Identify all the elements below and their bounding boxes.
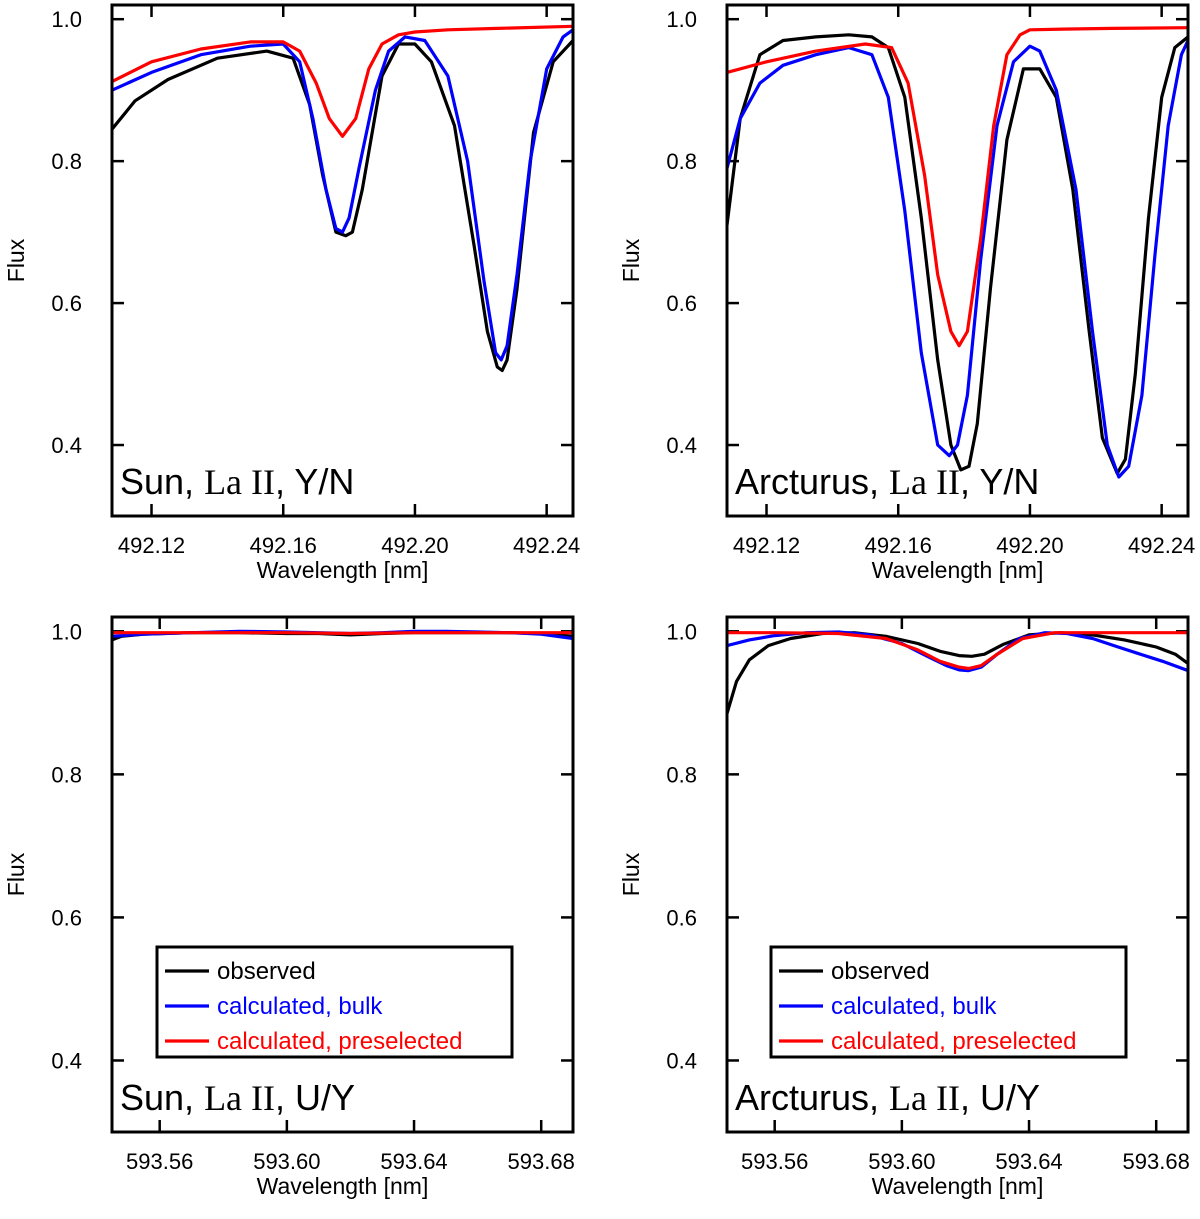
y-tick-label: 0.6 — [51, 291, 82, 316]
chart-panel-sun-la-uy: 593.56 593.60 593.64 593.68 0.4 0.6 0.8 1.0 Wave… — [3, 615, 575, 1199]
panel-label-flag: , U/Y — [275, 1077, 355, 1118]
panel-label-star: Arcturus, — [735, 461, 889, 502]
series-group — [112, 629, 573, 642]
series-calculated-preselected-line — [727, 26, 1188, 348]
x-tick-label: 593.68 — [508, 1149, 575, 1174]
series-calculated-preselected-line — [727, 631, 1188, 671]
chart-panel-arcturus-la-yn: 492.12 492.16 492.20 492.24 0.4 0.6 0.8 1.0 Wave… — [618, 3, 1195, 583]
y-tick-label: 0.8 — [51, 762, 82, 787]
series-group — [112, 24, 573, 373]
plot-frame — [725, 3, 1190, 518]
legend-entry: observed — [217, 958, 316, 985]
legend-entry: calculated, preselected — [831, 1028, 1076, 1055]
panel-label-flag: , Y/N — [960, 461, 1039, 502]
chart-panel-arcturus-la-uy: 593.56 593.60 593.64 593.68 0.4 0.6 0.8 1.0 Wave… — [618, 615, 1190, 1199]
legend-box — [155, 945, 514, 1059]
legend-entry: calculated, bulk — [217, 993, 383, 1020]
series-calculated-preselected-line — [112, 24, 573, 138]
series-observed-line — [727, 33, 1188, 475]
series-observed-line — [112, 38, 573, 373]
y-tick-label: 1.0 — [51, 7, 82, 32]
x-tick-label: 593.56 — [126, 1149, 193, 1174]
panel-label: Sun, La II, U/Y — [120, 1077, 355, 1118]
panel-label-flag: , Y/N — [275, 461, 354, 502]
x-tick-label: 492.20 — [381, 533, 448, 558]
x-axis-title: Wavelength [nm] — [872, 557, 1044, 583]
plot-frame — [725, 615, 1190, 1134]
y-axis-title: Flux — [618, 238, 644, 282]
x-tick-label: 593.60 — [253, 1149, 320, 1174]
x-tick-label: 492.24 — [513, 533, 580, 558]
panel-label: Sun, La II, Y/N — [120, 461, 354, 502]
panel-label-ion: La II — [889, 1078, 960, 1118]
y-tick-label: 0.4 — [666, 1048, 697, 1073]
series-calculated-bulk-line — [112, 28, 573, 362]
series-calculated-preselected-line — [112, 631, 573, 636]
x-axis-title: Wavelength [nm] — [257, 1173, 429, 1199]
y-tick-label: 0.8 — [666, 149, 697, 174]
panel-label-ion: La II — [889, 462, 960, 502]
x-tick-label: 492.16 — [250, 533, 317, 558]
x-axis-title: Wavelength [nm] — [872, 1173, 1044, 1199]
y-tick-label: 0.6 — [51, 905, 82, 930]
x-axis-title: Wavelength [nm] — [257, 557, 429, 583]
panel-label-ion: La II — [204, 462, 275, 502]
y-tick-label: 0.6 — [666, 291, 697, 316]
legend-entry: observed — [831, 958, 930, 985]
x-tick-label: 492.20 — [996, 533, 1063, 558]
series-group — [727, 26, 1188, 479]
y-tick-label: 0.8 — [51, 149, 82, 174]
x-tick-label: 593.68 — [1123, 1149, 1190, 1174]
legend: observed calculated, bulk calculated, pres… — [769, 945, 1128, 1059]
plot-frame — [110, 615, 575, 1134]
x-tick-label: 492.24 — [1128, 533, 1195, 558]
x-tick-label: 593.64 — [995, 1149, 1062, 1174]
plot-frame — [110, 3, 575, 518]
panel-label-flag: , U/Y — [960, 1077, 1040, 1118]
y-tick-label: 0.6 — [666, 905, 697, 930]
panel-label-ion: La II — [204, 1078, 275, 1118]
panel-label-star: Sun, — [120, 461, 204, 502]
series-group — [727, 630, 1188, 716]
y-axis-title: Flux — [3, 852, 29, 896]
y-tick-label: 0.8 — [666, 762, 697, 787]
panel-label: Arcturus, La II, U/Y — [735, 1077, 1040, 1118]
chart-panel-sun-la-yn: 492.12 492.16 492.20 492.24 0.4 0.6 0.8 1.0 Wave… — [3, 3, 580, 583]
series-calculated-bulk-line — [727, 38, 1188, 479]
legend-entry: calculated, preselected — [217, 1028, 462, 1055]
panel-label-star: Sun, — [120, 1077, 204, 1118]
y-tick-label: 0.4 — [666, 433, 697, 458]
x-tick-label: 593.64 — [380, 1149, 447, 1174]
panel-label: Arcturus, La II, Y/N — [735, 461, 1039, 502]
panel-label-star: Arcturus, — [735, 1077, 889, 1118]
y-axis-title: Flux — [3, 238, 29, 282]
series-observed-line — [727, 631, 1188, 716]
x-tick-label: 593.56 — [741, 1149, 808, 1174]
y-tick-label: 0.4 — [51, 1048, 82, 1073]
y-tick-label: 0.4 — [51, 433, 82, 458]
legend-box — [769, 945, 1128, 1059]
x-tick-label: 492.12 — [733, 533, 800, 558]
x-tick-label: 492.16 — [865, 533, 932, 558]
legend: observed calculated, bulk calculated, pres… — [155, 945, 514, 1059]
x-tick-label: 593.60 — [868, 1149, 935, 1174]
y-tick-label: 1.0 — [51, 619, 82, 644]
x-tick-label: 492.12 — [118, 533, 185, 558]
legend-entry: calculated, bulk — [831, 993, 997, 1020]
y-tick-label: 1.0 — [666, 7, 697, 32]
y-axis-title: Flux — [618, 852, 644, 896]
y-tick-label: 1.0 — [666, 619, 697, 644]
